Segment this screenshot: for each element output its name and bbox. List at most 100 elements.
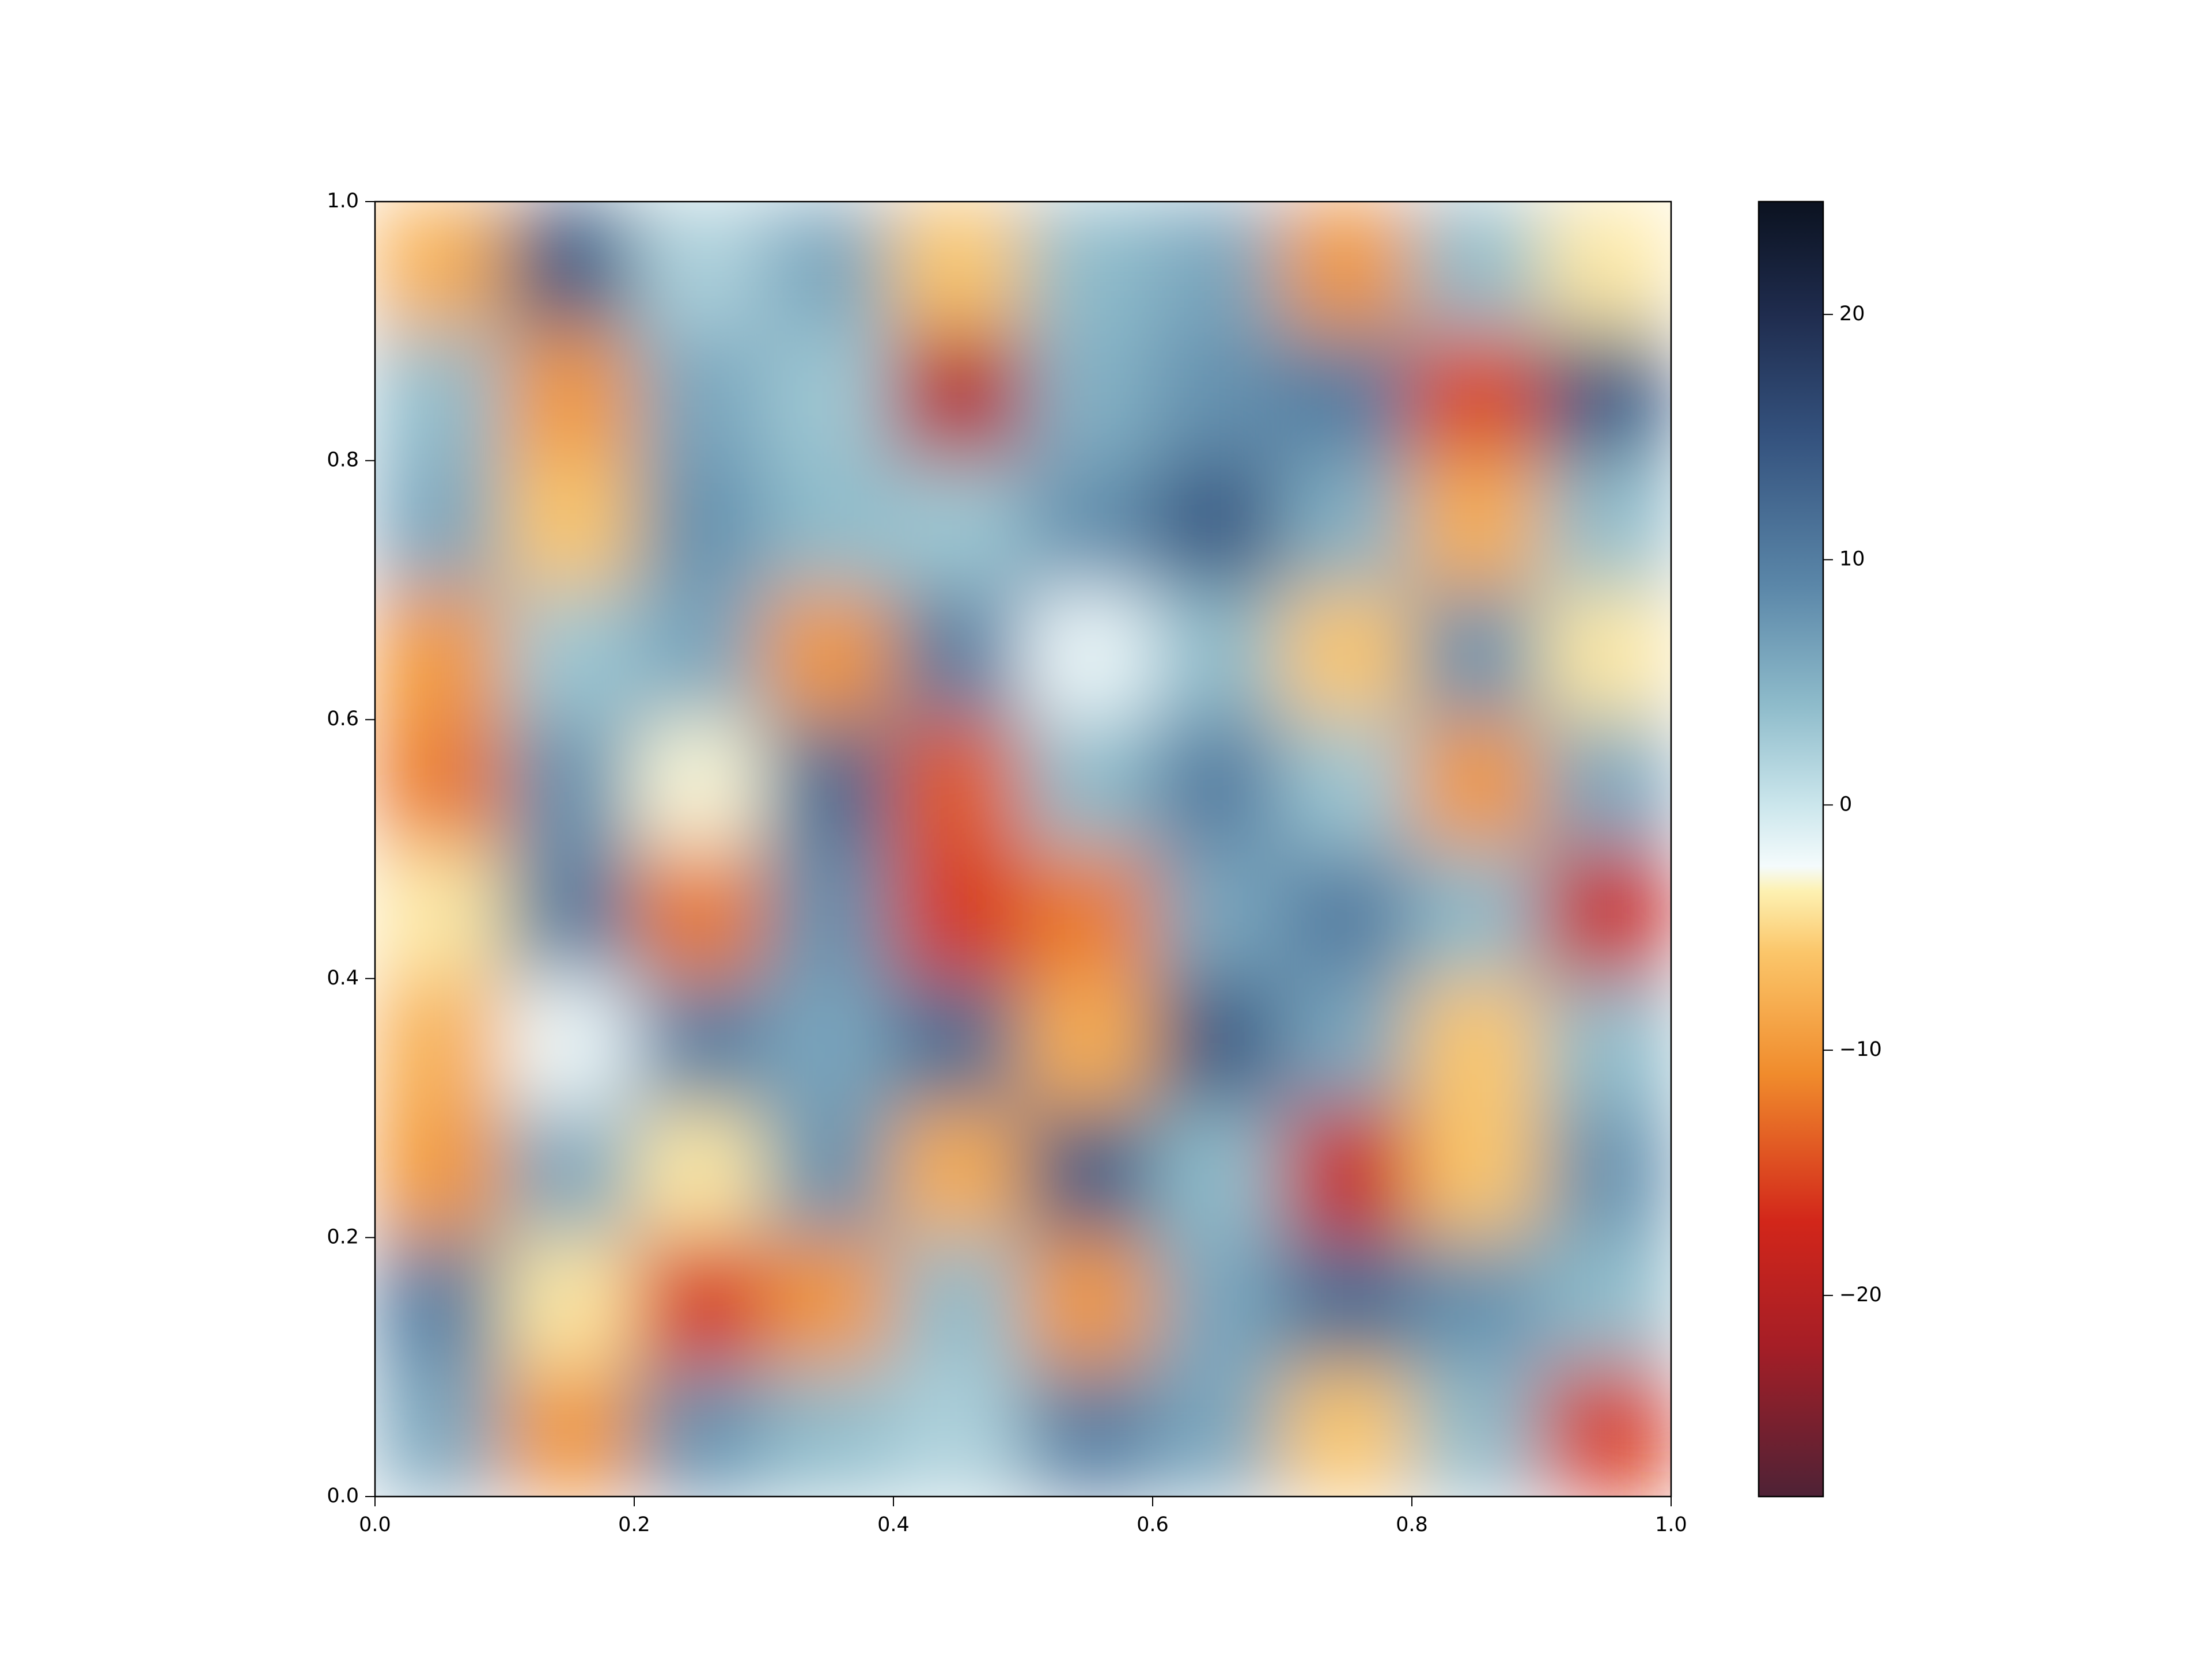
heatmap-cell [1022, 1107, 1153, 1238]
heatmap-cell [1282, 589, 1412, 721]
y-tick-label: 0.8 [327, 449, 359, 472]
heatmap-cell [1541, 978, 1671, 1109]
heatmap-cell [1022, 849, 1153, 979]
heatmap-cell [1022, 719, 1153, 850]
colorbar-frame [1758, 200, 1824, 1498]
heatmap-cell [1541, 330, 1671, 461]
heatmap-cell [634, 1107, 764, 1238]
heatmap-cell [763, 1237, 894, 1368]
heatmap-cell [634, 460, 764, 591]
heatmap-cell [504, 1107, 635, 1238]
x-tick-label: 1.0 [1655, 1513, 1687, 1536]
heatmap-cell [1152, 849, 1283, 979]
heatmap-cell [1152, 202, 1283, 332]
heatmap-cell [1152, 1107, 1283, 1238]
heatmap-cell [1152, 460, 1283, 591]
colorbar-tick-label: 10 [1839, 548, 1865, 571]
heatmap-cell [375, 849, 505, 979]
heatmap-cell [893, 978, 1024, 1109]
x-tick-label: 0.4 [877, 1513, 910, 1536]
y-tick-label: 0.2 [327, 1225, 359, 1248]
heatmap-cell [375, 1366, 505, 1497]
heatmap-cell [634, 330, 764, 461]
heatmap-cell [1411, 719, 1542, 850]
axes: 0.0 0.2 0.4 0.6 0.8 1.0 0.0 0.2 0.4 0.6 0.8 1.0 −20 −… [327, 190, 1882, 1536]
heatmap-cell [893, 460, 1024, 591]
heatmap-cell [1282, 460, 1412, 591]
heatmap-cell [375, 1237, 505, 1368]
heatmap-cell [634, 589, 764, 721]
heatmap-cell [763, 589, 894, 721]
heatmap-cell [893, 1107, 1024, 1238]
colorbar-tick-label: 0 [1839, 793, 1852, 816]
heatmap-cell [1282, 719, 1412, 850]
heatmap-cell [375, 202, 505, 332]
heatmap-cell [634, 849, 764, 979]
heatmap-cell [763, 978, 894, 1109]
heatmap-cell [634, 202, 764, 332]
heatmap-cell [375, 978, 505, 1109]
x-tick-label: 0.6 [1137, 1513, 1169, 1536]
heatmap-cell [504, 589, 635, 721]
heatmap-cell [375, 1107, 505, 1238]
heatmap-cell [1152, 589, 1283, 721]
heatmap-cell [1282, 1237, 1412, 1368]
heatmap-cell [1152, 1237, 1283, 1368]
heatmap-cell [763, 460, 894, 591]
heatmap-cell [375, 330, 505, 461]
heatmap-cell [1022, 978, 1153, 1109]
heatmap-cell [1282, 202, 1412, 332]
heatmap-cell [504, 978, 635, 1109]
heatmap-cell [763, 202, 894, 332]
colorbar-tick-label: −20 [1839, 1283, 1882, 1306]
colorbar-tick-label: −10 [1839, 1038, 1882, 1061]
heatmap-cell [1411, 849, 1542, 979]
y-tick-label: 0.0 [327, 1484, 359, 1508]
heatmap-cell [1411, 202, 1542, 332]
heatmap-cell [504, 330, 635, 461]
y-tick-label: 1.0 [327, 190, 359, 213]
heatmap-cell [504, 202, 635, 332]
heatmap-cell [1282, 978, 1412, 1109]
heatmap-cell [1411, 460, 1542, 591]
heatmap-cell [375, 589, 505, 721]
heatmap-cell [1411, 1366, 1542, 1497]
heatmap-cell [504, 719, 635, 850]
heatmap-cell [634, 719, 764, 850]
heatmap-cell [763, 719, 894, 850]
heatmap-cell [1022, 1237, 1153, 1368]
heatmap-cell [1022, 202, 1153, 332]
colorbar [1759, 202, 1823, 1497]
heatmap-cell [763, 849, 894, 979]
heatmap-cell [634, 978, 764, 1109]
heatmap-cell [893, 1366, 1024, 1497]
heatmap-cell [1282, 849, 1412, 979]
heatmap-cell [1152, 1366, 1283, 1497]
plot-frame [374, 200, 1672, 1498]
heatmap-cell [375, 460, 505, 591]
heatmap-cell [504, 1237, 635, 1368]
heatmap-cell [1411, 330, 1542, 461]
heatmap-cell [634, 1366, 764, 1497]
heatmap-cell [1411, 978, 1542, 1109]
heatmap-cell [763, 1107, 894, 1238]
heatmap-cell [1411, 1107, 1542, 1238]
heatmap-cell [1541, 202, 1671, 332]
heatmap-cells [375, 202, 1671, 1497]
heatmap-cell [375, 719, 505, 850]
heatmap-cell [1541, 1237, 1671, 1368]
y-tick-label: 0.4 [327, 967, 359, 990]
heatmap-field [375, 202, 1671, 1497]
x-tick-label: 0.2 [618, 1513, 650, 1536]
heatmap-cell [1282, 330, 1412, 461]
heatmap-cell [1152, 978, 1283, 1109]
heatmap-cell [1282, 1366, 1412, 1497]
heatmap-cell [1541, 460, 1671, 591]
heatmap-cell [1022, 589, 1153, 721]
heatmap-cell [1541, 1366, 1671, 1497]
heatmap-cell [893, 589, 1024, 721]
heatmap-cell [504, 849, 635, 979]
heatmap-cell [504, 460, 635, 591]
heatmap-cell [893, 849, 1024, 979]
